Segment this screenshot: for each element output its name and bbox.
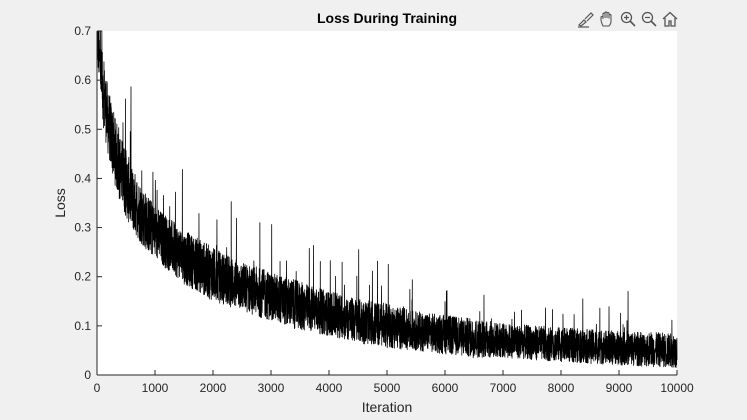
pan-hand-icon	[600, 11, 612, 27]
zoom-out-icon	[641, 11, 657, 27]
x-tick-label: 7000	[490, 381, 517, 395]
x-tick-label: 6000	[432, 381, 459, 395]
home-button[interactable]	[660, 9, 680, 29]
y-ticks: 0 0.1 0.2 0.3 0.4 0.5 0.6 0.7	[74, 24, 102, 382]
pan-button[interactable]	[597, 9, 617, 29]
x-ticks: 0 1000 2000 3000 4000 5000 6000 7000 8000 9000 100…	[94, 370, 694, 395]
home-icon	[662, 11, 678, 27]
x-axis-label: Iteration	[362, 399, 413, 415]
loss-series-line	[96, 30, 678, 368]
y-tick-label: 0.2	[74, 270, 91, 284]
x-tick-label: 8000	[548, 381, 575, 395]
y-tick-label: 0.1	[74, 319, 91, 333]
x-tick-label: 5000	[374, 381, 401, 395]
x-tick-label: 1000	[142, 381, 169, 395]
axes: 0 1000 2000 3000 4000 5000 6000 7000 8000 9000 100…	[74, 24, 694, 395]
x-tick-label: 9000	[606, 381, 633, 395]
axes-toolbar	[576, 9, 680, 29]
x-tick-label: 4000	[316, 381, 343, 395]
x-tick-label: 3000	[258, 381, 285, 395]
y-tick-label: 0.7	[74, 24, 91, 38]
zoom-out-button[interactable]	[639, 9, 659, 29]
y-tick-label: 0.6	[74, 73, 91, 87]
zoom-in-icon	[620, 11, 636, 27]
y-tick-label: 0.3	[74, 221, 91, 235]
y-axis-label: Loss	[52, 188, 68, 218]
x-tick-label: 0	[94, 381, 101, 395]
y-tick-label: 0.5	[74, 122, 91, 136]
y-tick-label: 0	[84, 368, 91, 382]
zoom-in-button[interactable]	[618, 9, 638, 29]
x-tick-label: 10000	[660, 381, 694, 395]
y-tick-label: 0.4	[74, 171, 91, 185]
chart-title: Loss During Training	[317, 10, 457, 26]
x-tick-label: 2000	[200, 381, 227, 395]
series-group	[96, 30, 678, 368]
brush-icon	[577, 12, 594, 28]
brush-button[interactable]	[576, 9, 596, 29]
